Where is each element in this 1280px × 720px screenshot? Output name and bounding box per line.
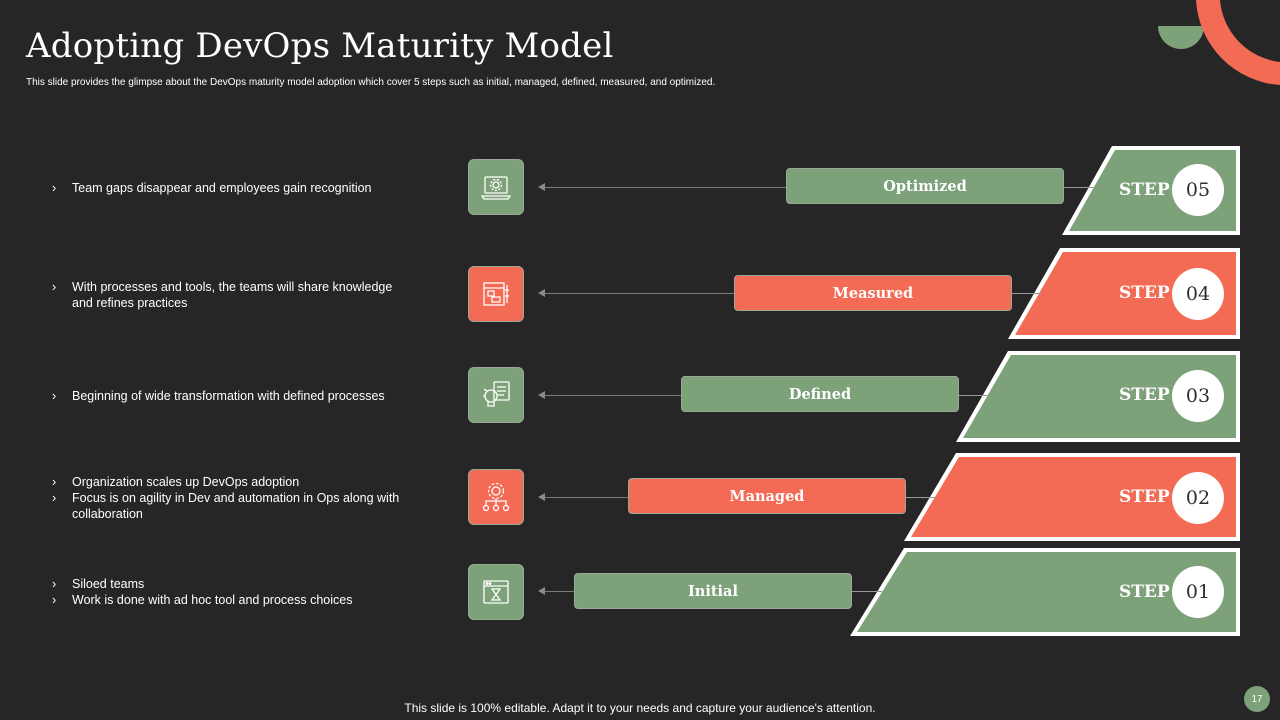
gear-network-icon [468, 469, 524, 525]
level-label-managed: Managed [628, 478, 906, 514]
laptop-gear-icon [468, 159, 524, 215]
step-04-number: 04 [1172, 268, 1224, 320]
bullets-step-04: With processes and tools, the teams will… [52, 279, 412, 311]
arrow-head-05 [538, 183, 545, 191]
bullet-item: Team gaps disappear and employees gain r… [52, 180, 412, 196]
slide-title: Adopting DevOps Maturity Model [26, 26, 614, 66]
step-03-number: 03 [1172, 370, 1224, 422]
arrow-head-03 [538, 391, 545, 399]
connector-line-02b [906, 497, 936, 498]
step-03-shape [963, 355, 1236, 438]
bullets-step-05: Team gaps disappear and employees gain r… [52, 180, 412, 196]
step-01-shape [857, 552, 1236, 632]
decorative-half-circle [1158, 26, 1204, 49]
arrow-head-04 [538, 289, 545, 297]
arrow-head-02 [538, 493, 545, 501]
bullet-item: With processes and tools, the teams will… [52, 279, 412, 311]
slide-footer: This slide is 100% editable. Adapt it to… [404, 701, 876, 715]
step-01-label: STEP [1119, 582, 1170, 602]
bullet-item: Focus is on agility in Dev and automatio… [52, 490, 412, 522]
bullets-step-02: Organization scales up DevOps adoption F… [52, 474, 412, 522]
level-label-defined: Defined [681, 376, 959, 412]
connector-line-04b [1012, 293, 1042, 294]
browser-hourglass-icon [468, 564, 524, 620]
step-01-number: 01 [1172, 566, 1224, 618]
arrow-head-01 [538, 587, 545, 595]
step-05-number: 05 [1172, 164, 1224, 216]
bullet-item: Work is done with ad hoc tool and proces… [52, 592, 412, 608]
connector-line-03b [959, 395, 989, 396]
page-number-badge: 17 [1244, 686, 1270, 712]
step-05-label: STEP [1119, 180, 1170, 200]
bullet-item: Organization scales up DevOps adoption [52, 474, 412, 490]
connector-line-01b [852, 591, 882, 592]
level-label-measured: Measured [734, 275, 1012, 311]
step-03-label: STEP [1119, 385, 1170, 405]
idea-target-icon [468, 367, 524, 423]
step-02-label: STEP [1119, 487, 1170, 507]
level-label-optimized: Optimized [786, 168, 1064, 204]
step-04-label: STEP [1119, 283, 1170, 303]
level-label-initial: Initial [574, 573, 852, 609]
connector-line-05b [1064, 187, 1094, 188]
step-02-number: 02 [1172, 472, 1224, 524]
dashboard-icon [468, 266, 524, 322]
decorative-arc [1196, 0, 1280, 85]
bullet-item: Beginning of wide transformation with de… [52, 388, 412, 404]
bullets-step-01: Siloed teams Work is done with ad hoc to… [52, 576, 412, 608]
bullets-step-03: Beginning of wide transformation with de… [52, 388, 412, 404]
step-02-shape [911, 457, 1236, 537]
bullet-item: Siloed teams [52, 576, 412, 592]
slide-subtitle: This slide provides the glimpse about th… [26, 77, 716, 88]
